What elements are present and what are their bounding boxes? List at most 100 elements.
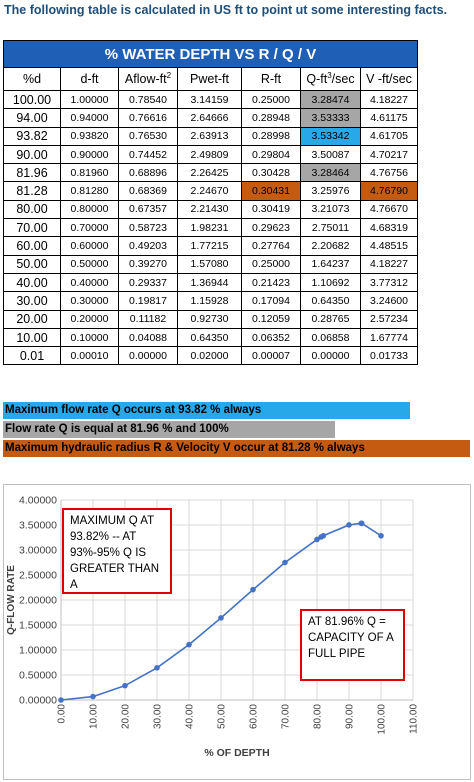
table-row: 40.00 0.40000 0.29337 1.36944 0.21423 1.10692… xyxy=(3,272,418,293)
banner-equal-flow: Flow rate Q is equal at 81.96 % and 100% xyxy=(3,421,335,438)
cell-area: 0.19817 xyxy=(118,291,178,311)
cell-radius: 0.21423 xyxy=(241,272,301,293)
cell-depth: 0.94000 xyxy=(60,108,119,128)
cell-pwet: 3.14159 xyxy=(177,89,242,110)
y-tick-label: 1.00000 xyxy=(19,645,57,657)
cell-pwet: 2.26425 xyxy=(177,163,242,183)
y-tick-label: 3.50000 xyxy=(19,520,57,532)
table-row: 93.82 0.93820 0.76530 2.63913 0.28998 3.53342… xyxy=(3,126,418,146)
cell-area: 0.39270 xyxy=(118,254,178,274)
flow-rate-chart: 0.00000 0.50000 1.00000 1.50000 2.00000 2.500… xyxy=(6,495,420,760)
water-depth-table: % WATER DEPTH VS R / Q / V %d d-ft Aflow… xyxy=(3,40,418,366)
cell-depth: 0.70000 xyxy=(60,218,119,238)
cell-velocity: 4.18227 xyxy=(360,254,418,274)
cell-velocity: 3.24600 xyxy=(360,291,418,311)
cell-radius: 0.28998 xyxy=(241,126,301,146)
cell-flow: 3.28474 xyxy=(300,89,361,110)
cell-percent-depth: 0.01 xyxy=(3,346,61,366)
x-tick-label: 80.00 xyxy=(313,704,324,729)
cell-percent-depth: 40.00 xyxy=(3,272,61,293)
y-tick-label: 4.00000 xyxy=(19,495,57,507)
y-tick-label: 0.00000 xyxy=(19,695,57,707)
banner-max-radius-velocity: Maximum hydraulic radius R & Velocity V … xyxy=(3,440,470,457)
x-tick-label: 60.00 xyxy=(249,704,260,729)
cell-flow: 3.50087 xyxy=(300,144,361,165)
cell-area: 0.49203 xyxy=(118,236,178,256)
cell-flow: 3.28464 xyxy=(300,163,361,183)
y-tick-label: 1.50000 xyxy=(19,620,57,632)
cell-depth: 0.80000 xyxy=(60,199,119,220)
cell-flow: 3.21073 xyxy=(300,199,361,220)
cell-depth: 0.93820 xyxy=(60,126,119,146)
cell-depth: 0.81960 xyxy=(60,163,119,183)
header-radius: R-ft xyxy=(241,67,301,91)
x-tick-label: 110.00 xyxy=(409,704,420,734)
cell-velocity: 4.61705 xyxy=(360,126,418,146)
cell-pwet: 2.24670 xyxy=(177,181,242,201)
y-tick-label: 0.50000 xyxy=(19,670,57,682)
cell-area: 0.29337 xyxy=(118,272,178,293)
cell-percent-depth: 100.00 xyxy=(3,89,61,110)
cell-flow: 2.20682 xyxy=(300,236,361,256)
cell-area: 0.68369 xyxy=(118,181,178,201)
x-tick-label: 50.00 xyxy=(217,704,228,729)
cell-radius: 0.29804 xyxy=(241,144,301,165)
cell-radius: 0.06352 xyxy=(241,327,301,348)
cell-flow: 0.28765 xyxy=(300,309,361,329)
cell-depth: 0.10000 xyxy=(60,327,119,348)
cell-radius: 0.27764 xyxy=(241,236,301,256)
cell-radius: 0.30419 xyxy=(241,199,301,220)
cell-area: 0.67357 xyxy=(118,199,178,220)
cell-pwet: 2.64666 xyxy=(177,108,242,128)
cell-flow: 1.10692 xyxy=(300,272,361,293)
data-point xyxy=(218,615,224,621)
cell-velocity: 4.70217 xyxy=(360,144,418,165)
cell-pwet: 2.49809 xyxy=(177,144,242,165)
table-body: 100.00 1.00000 0.78540 3.14159 0.25000 3.2847… xyxy=(3,89,418,366)
cell-area: 0.68896 xyxy=(118,163,178,183)
cell-radius: 0.30431 xyxy=(241,181,301,201)
cell-percent-depth: 81.96 xyxy=(3,163,61,183)
cell-pwet: 1.57080 xyxy=(177,254,242,274)
y-axis-label: Q-FLOW RATE xyxy=(6,565,17,635)
cell-velocity: 0.01733 xyxy=(360,346,418,366)
cell-velocity: 1.67774 xyxy=(360,327,418,348)
cell-area: 0.58723 xyxy=(118,218,178,238)
table-row: 60.00 0.60000 0.49203 1.77215 0.27764 2.20682… xyxy=(3,236,418,256)
cell-percent-depth: 81.28 xyxy=(3,181,61,201)
cell-depth: 0.30000 xyxy=(60,291,119,311)
annotation-max-q: MAXIMUM Q AT 93.82% -- AT 93%-95% Q IS G… xyxy=(62,508,172,594)
cell-pwet: 1.15928 xyxy=(177,291,242,311)
banner-max-flow: Maximum flow rate Q occurs at 93.82 % al… xyxy=(3,402,410,419)
cell-radius: 0.00007 xyxy=(241,346,301,366)
x-tick-label: 30.00 xyxy=(153,704,164,729)
cell-flow: 0.64350 xyxy=(300,291,361,311)
cell-radius: 0.25000 xyxy=(241,89,301,110)
intro-text: The following table is calculated in US … xyxy=(4,3,448,17)
x-tick-label: 90.00 xyxy=(345,704,356,729)
table-header-row: %d d-ft Aflow-ft2 Pwet-ft R-ft Q-ft3/sec… xyxy=(3,67,418,91)
header-percent-depth: %d xyxy=(3,67,61,91)
cell-depth: 0.20000 xyxy=(60,309,119,329)
cell-depth: 0.81280 xyxy=(60,181,119,201)
cell-radius: 0.29623 xyxy=(241,218,301,238)
cell-area: 0.11182 xyxy=(118,309,178,329)
cell-flow: 0.00000 xyxy=(300,346,361,366)
data-point xyxy=(154,665,160,671)
cell-velocity: 4.68319 xyxy=(360,218,418,238)
cell-percent-depth: 20.00 xyxy=(3,309,61,329)
table-row: 70.00 0.70000 0.58723 1.98231 0.29623 2.75011… xyxy=(3,218,418,238)
cell-area: 0.76530 xyxy=(118,126,178,146)
x-tick-label: 70.00 xyxy=(281,704,292,729)
y-tick-label: 3.00000 xyxy=(19,545,57,557)
x-tick-label: 0.00 xyxy=(57,704,68,724)
table-row: 94.00 0.94000 0.76616 2.64666 0.28948 3.53333… xyxy=(3,108,418,128)
cell-pwet: 0.02000 xyxy=(177,346,242,366)
y-tick-label: 2.00000 xyxy=(19,595,57,607)
cell-flow: 3.53342 xyxy=(300,126,361,146)
data-point xyxy=(378,532,384,539)
cell-depth: 0.60000 xyxy=(60,236,119,256)
cell-pwet: 1.36944 xyxy=(177,272,242,293)
cell-radius: 0.28948 xyxy=(241,108,301,128)
header-pwet: Pwet-ft xyxy=(177,67,242,91)
